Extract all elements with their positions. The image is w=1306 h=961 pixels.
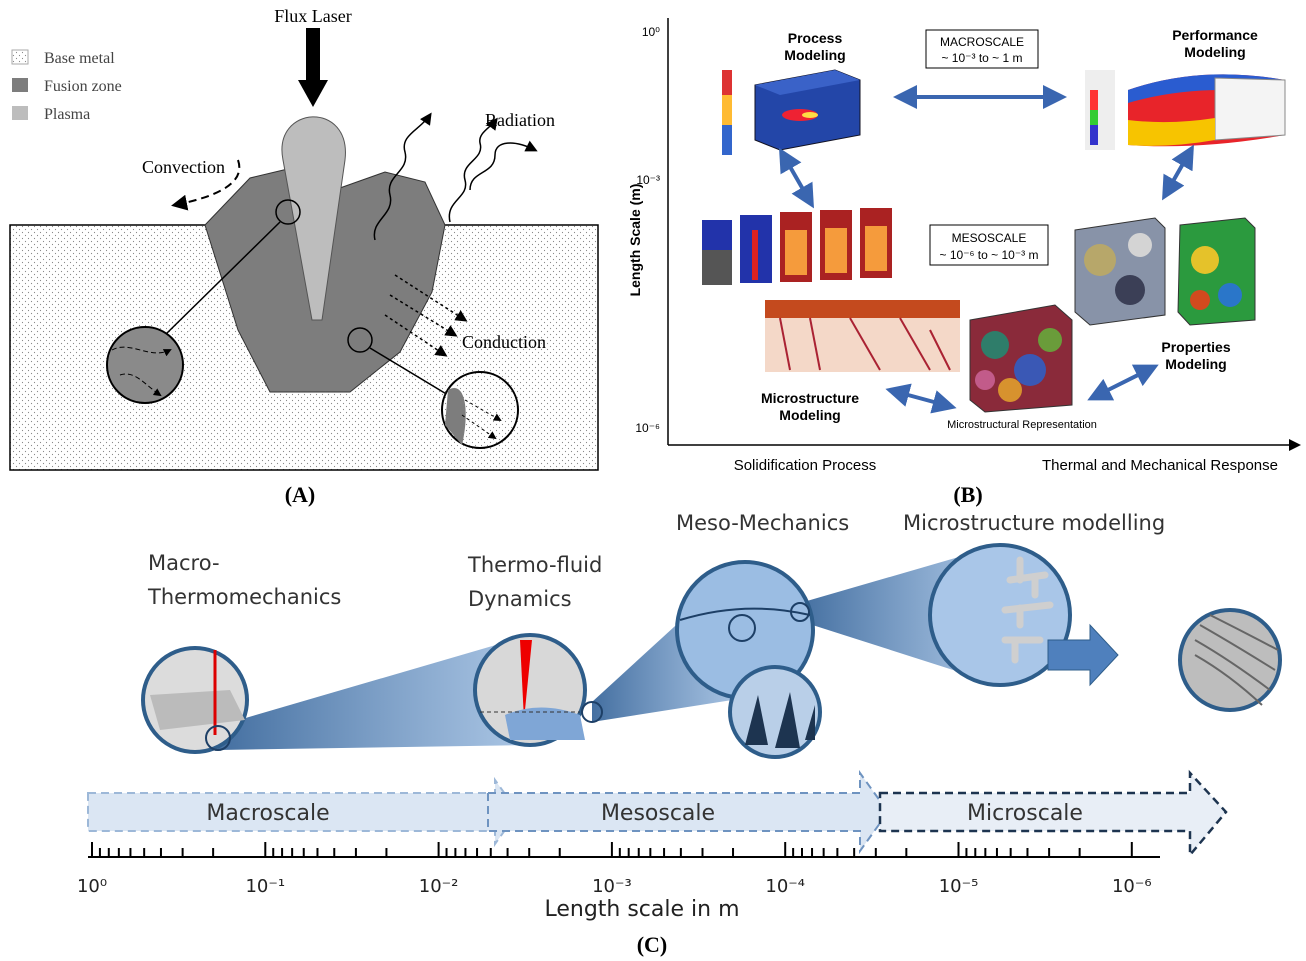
caption: (C) [637, 932, 668, 957]
shape [1115, 275, 1145, 305]
shape [1128, 233, 1152, 257]
y-tick-label: 10⁻⁶ [635, 421, 660, 435]
shape [1191, 246, 1219, 274]
legend-label: Base metal [44, 50, 115, 67]
laser-arrow [306, 28, 320, 83]
x-label: Thermal and Mechanical Response [1042, 457, 1278, 474]
axis-title: Length scale in m [544, 897, 739, 922]
tick-label: 10⁻¹ [245, 876, 285, 897]
shape [1090, 125, 1098, 145]
shape [785, 230, 807, 275]
text-line: Modeling [1184, 44, 1245, 60]
legend-label: Fusion zone [44, 78, 122, 95]
shape [981, 331, 1009, 359]
text-line: MESOSCALE [952, 231, 1027, 245]
y-axis-title: Length Scale (m) [627, 184, 643, 297]
shape [722, 95, 732, 125]
text-line: Macro- [148, 551, 220, 575]
shape [1215, 78, 1285, 140]
tick-label: 10⁻² [419, 876, 459, 897]
text-line: Modeling [784, 47, 845, 63]
radiation-label: Radiation [485, 110, 555, 130]
shape [1218, 283, 1242, 307]
scale-label: Microscale [967, 801, 1083, 826]
tick-label: 10⁻⁴ [765, 876, 805, 897]
shape [1075, 218, 1165, 325]
shape [1038, 328, 1062, 352]
text-line: Performance [1172, 27, 1258, 43]
legend-swatch [12, 106, 28, 120]
shape [975, 370, 995, 390]
shape [702, 250, 732, 285]
performance-legend [1085, 70, 1115, 150]
text-line: ~ 10⁻³ to ~ 1 m [941, 51, 1022, 65]
shape [1084, 244, 1116, 276]
text-line: Properties [1161, 339, 1230, 355]
tick-label: 10⁰ [77, 876, 107, 897]
x-label: Solidification Process [734, 457, 877, 474]
microstructural-representation: Microstructural Representation [947, 419, 1097, 431]
shape [802, 112, 818, 118]
shape [1168, 155, 1188, 190]
ruler-ticks [92, 842, 1132, 857]
shape [897, 392, 945, 405]
shape [825, 228, 847, 273]
convection-label: Convection [142, 157, 225, 177]
shape [1190, 290, 1210, 310]
shape [998, 378, 1022, 402]
caption: (A) [285, 482, 316, 507]
shape [1128, 118, 1215, 146]
shape [752, 230, 758, 280]
shape [722, 125, 732, 155]
solidification-image [702, 208, 892, 285]
conduction-label: Conduction [462, 332, 546, 352]
microstructure-cube [970, 305, 1072, 412]
stage-label: Macro- Thermomechanics [147, 551, 341, 609]
shape [765, 300, 960, 318]
shape [1098, 370, 1148, 395]
scale-label: Macroscale [206, 801, 329, 826]
legend-swatch [12, 78, 28, 92]
shape [1178, 218, 1255, 325]
shape [785, 158, 808, 198]
text-line: ~ 10⁻⁶ to ~ 10⁻³ m [940, 248, 1039, 262]
stage-label: Thermo-fluid Dynamics [467, 553, 602, 611]
y-tick-label: 10⁰ [642, 25, 660, 39]
flux-laser: Flux Laser [274, 6, 351, 26]
caption: (B) [953, 482, 982, 507]
text-line: MACROSCALE [940, 35, 1024, 49]
text-line: Modeling [1165, 356, 1226, 372]
shape [865, 226, 887, 271]
panel-c: Macro- Thermomechanics Thermo-fluid Dynami… [77, 511, 1280, 957]
stage-label: Microstructure modelling [903, 511, 1165, 535]
grain-cubes [1075, 218, 1255, 325]
zoom-circle [730, 667, 820, 757]
text-line: Thermo-fluid [467, 553, 602, 577]
shape [1014, 354, 1046, 386]
laser-arrow-head [298, 80, 328, 107]
tick-label: 10⁻⁵ [939, 876, 979, 897]
figure: Flux Laser Base metal Fusion zone Plasma… [0, 0, 1306, 961]
radiation-wave [449, 120, 496, 222]
shape [1090, 110, 1098, 125]
tick-label: 10⁻³ [592, 876, 632, 897]
panel-a: Flux Laser Base metal Fusion zone Plasma… [10, 6, 598, 507]
ruler-labels: 10⁰ 10⁻¹ 10⁻² 10⁻³ 10⁻⁴ 10⁻⁵ 10⁻⁶ [77, 876, 1152, 897]
text-line: Process [788, 30, 843, 46]
legend-swatch [12, 50, 28, 64]
text-line: Modeling [779, 407, 840, 423]
legend-label: Plasma [44, 106, 90, 123]
zoom-circle [107, 327, 183, 403]
text-line: Thermomechanics [147, 585, 341, 609]
text-line: Microstructure [761, 390, 859, 406]
stage-label: Meso-Mechanics [676, 511, 849, 535]
tick-label: 10⁻⁶ [1112, 876, 1152, 897]
panel-b: 10⁰ 10⁻³ 10⁻⁶ Length Scale (m) Solidific… [627, 18, 1298, 507]
scale-label: Mesoscale [601, 801, 715, 826]
text-line: Dynamics [468, 587, 572, 611]
